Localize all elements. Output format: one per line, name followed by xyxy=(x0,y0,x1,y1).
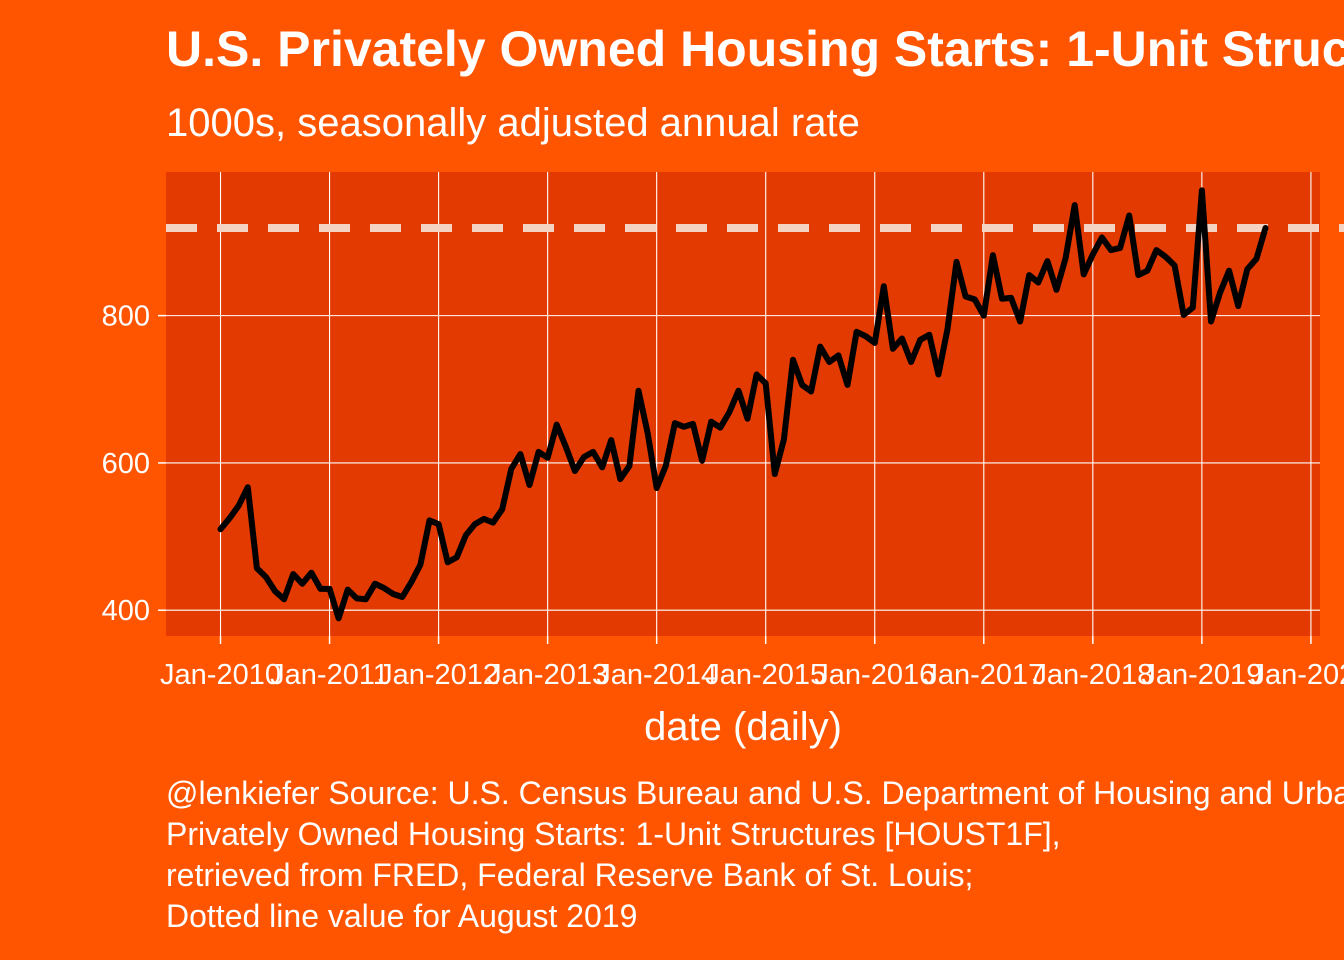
caption-line-1: @lenkiefer Source: U.S. Census Bureau an… xyxy=(166,775,1344,811)
y-axis: 400 600 800 xyxy=(102,301,166,627)
series-lines xyxy=(217,187,1269,622)
x-tick-label-2011-01: Jan-2011 xyxy=(270,659,389,691)
y-tick-label-600: 600 xyxy=(102,448,150,480)
x-tick-label-2019-01: Jan-2019 xyxy=(1141,659,1262,691)
y-tick-label-800: 800 xyxy=(102,301,150,333)
x-tick-label-2013-01: Jan-2013 xyxy=(487,659,608,691)
x-axis: Jan-2010Jan-2011Jan-2012Jan-2013Jan-2014… xyxy=(160,636,1344,691)
caption-line-3: retrieved from FRED, Federal Reserve Ban… xyxy=(166,857,973,893)
gridlines xyxy=(166,172,1320,636)
y-tick-label-400: 400 xyxy=(102,595,150,627)
x-tick-label-2020-01: Jan-2020 xyxy=(1250,659,1344,691)
x-axis-title: date (daily) xyxy=(644,705,842,749)
caption-line-2: Privately Owned Housing Starts: 1-Unit S… xyxy=(166,816,1061,852)
plot-area xyxy=(166,172,1344,636)
caption-line-4: Dotted line value for August 2019 xyxy=(166,898,637,934)
x-tick-label-2016-01: Jan-2016 xyxy=(814,659,935,691)
chart-subtitle: 1000s, seasonally adjusted annual rate xyxy=(166,101,860,145)
chart-title: U.S. Privately Owned Housing Starts: 1-U… xyxy=(166,21,1344,77)
x-tick-label-2014-01: Jan-2014 xyxy=(596,659,717,691)
x-tick-label-2012-01: Jan-2012 xyxy=(378,659,499,691)
series-line-houst1f xyxy=(217,187,1269,622)
x-tick-label-2015-01: Jan-2015 xyxy=(705,659,826,691)
caption: @lenkiefer Source: U.S. Census Bureau an… xyxy=(166,775,1344,934)
x-tick-label-2018-01: Jan-2018 xyxy=(1032,659,1153,691)
x-tick-label-2017-01: Jan-2017 xyxy=(923,659,1044,691)
x-tick-label-2010-01: Jan-2010 xyxy=(160,659,281,691)
